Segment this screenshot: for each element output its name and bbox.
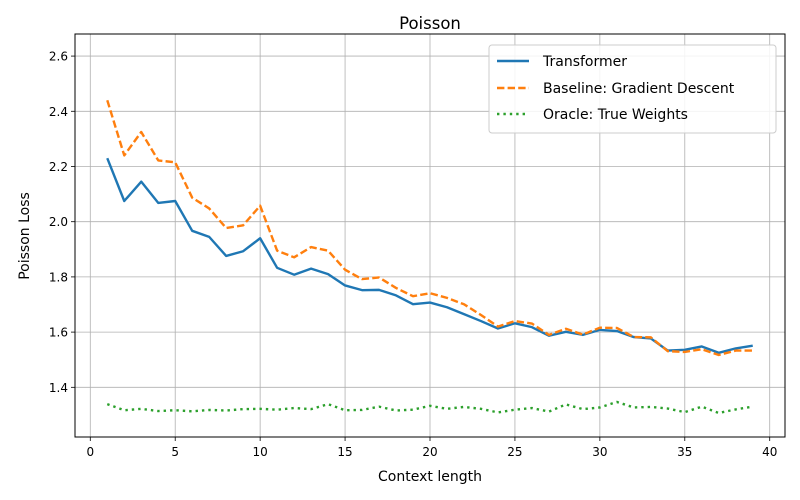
x-tick-label: 10 [253,445,268,459]
y-tick-label: 1.6 [49,326,68,340]
x-tick-label: 40 [762,445,777,459]
y-tick-label: 2.0 [49,215,68,229]
x-tick-label: 30 [592,445,607,459]
y-ticks: 1.4 1.6 1.8 2.0 2.2 2.4 2.6 [49,50,75,395]
x-tick-label: 25 [507,445,522,459]
series-lines [106,99,753,415]
series-line-oracle-true-weights [106,400,753,415]
legend-label-transformer: Transformer [542,54,627,70]
legend: Transformer Baseline: Gradient Descent O… [488,44,777,134]
y-tick-label: 2.2 [49,160,68,174]
x-tick-label: 15 [337,445,352,459]
legend-label-baseline: Baseline: Gradient Descent [543,81,735,97]
y-tick-label: 2.6 [49,50,68,64]
x-tick-label: 20 [422,445,437,459]
x-tick-label: 35 [677,445,692,459]
y-tick-label: 2.4 [49,105,68,119]
y-tick-label: 1.4 [49,381,68,395]
x-ticks: 0 5 10 15 20 25 30 35 40 [86,437,777,459]
legend-box [488,44,777,134]
y-axis-label: Poisson Loss [17,192,33,280]
series-line-baseline-gradient-descent [106,99,753,357]
x-tick-label: 0 [86,445,94,459]
legend-label-oracle: Oracle: True Weights [543,107,688,123]
x-tick-label: 5 [171,445,179,459]
chart-title: Poisson [399,14,461,33]
series-line-transformer [106,157,753,355]
x-axis-label: Context length [378,469,482,485]
y-tick-label: 1.8 [49,270,68,284]
